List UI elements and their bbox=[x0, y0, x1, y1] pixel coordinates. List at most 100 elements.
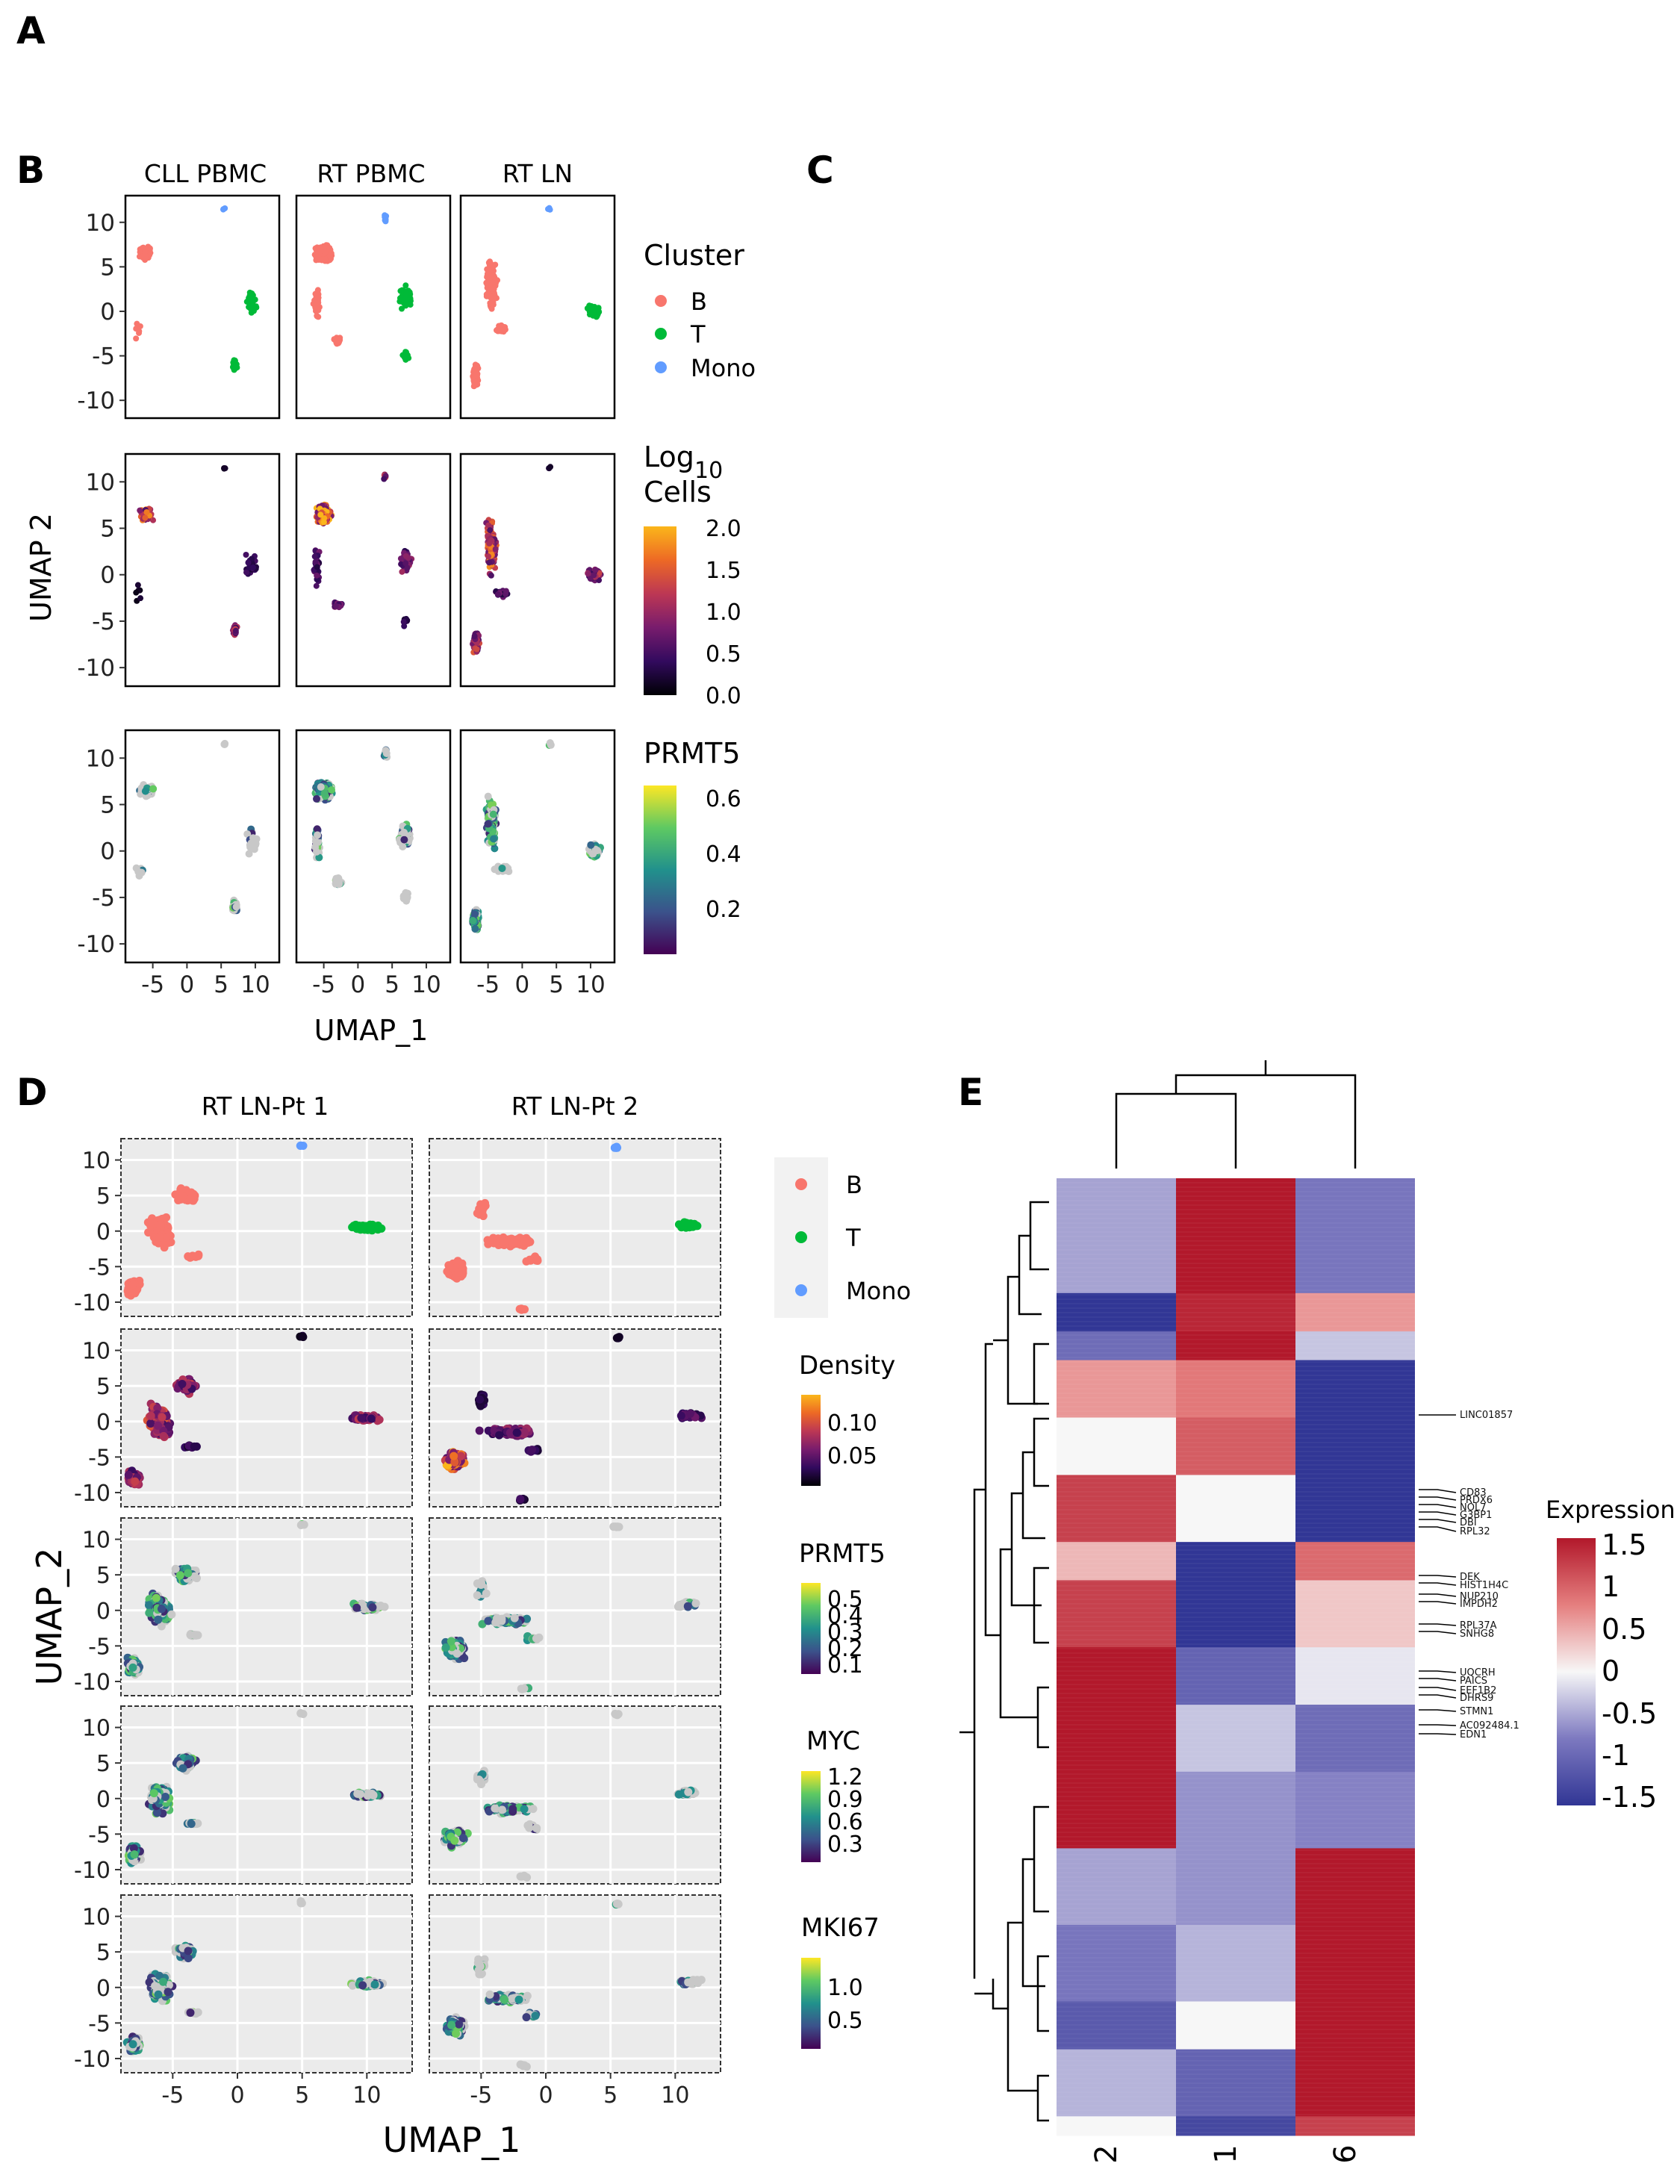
heatmap-cell bbox=[1295, 1647, 1415, 1705]
d-legend-swatch-mono bbox=[795, 1284, 807, 1296]
cell-point bbox=[397, 556, 404, 562]
gene-leader-line bbox=[1419, 1724, 1457, 1726]
density-legend-title-sub: 10 bbox=[694, 458, 723, 484]
cell-point bbox=[314, 312, 320, 319]
gene-leader-line bbox=[1419, 1687, 1457, 1691]
heatmap-cell bbox=[1176, 2116, 1295, 2136]
cell-point bbox=[328, 785, 336, 794]
panel-d-facet-r2-c1 bbox=[415, 1517, 721, 1696]
gene-label: SNHG8 bbox=[1460, 1628, 1494, 1640]
cell-point bbox=[402, 349, 409, 355]
cell-point bbox=[311, 553, 318, 560]
heatmap-cell bbox=[1176, 1417, 1295, 1475]
y-tick-label: 5 bbox=[96, 1563, 111, 1589]
panel-b-prmt5-legend: PRMT5 0.6 0.4 0.2 bbox=[644, 737, 741, 954]
cell-point bbox=[399, 296, 406, 302]
cell-point bbox=[487, 527, 494, 534]
cell-point bbox=[512, 1428, 521, 1437]
cell-point bbox=[158, 1413, 167, 1422]
cell-point bbox=[402, 553, 409, 559]
cell-point bbox=[232, 903, 240, 911]
cell-point bbox=[402, 282, 409, 289]
prmt5-tick-1: 0.4 bbox=[706, 841, 741, 868]
cell-point bbox=[142, 514, 149, 521]
d-mki67-colorbar bbox=[801, 1958, 821, 2049]
heatmap-cell bbox=[1295, 1178, 1415, 1294]
gene-leader-line bbox=[1419, 1694, 1457, 1699]
heatmap-cell bbox=[1295, 1360, 1415, 1418]
cell-point bbox=[317, 248, 323, 255]
heatmap-dendrograms bbox=[959, 1060, 1357, 2122]
column-dendrogram bbox=[1175, 1074, 1357, 1169]
cell-point bbox=[491, 279, 498, 285]
d-prmt5-tick-2: 0.3 bbox=[827, 1620, 863, 1646]
y-tick-label: -5 bbox=[88, 1445, 111, 1471]
density-tick-3: 0.5 bbox=[706, 641, 741, 668]
facet-label-rt-pbmc: RT PBMC bbox=[317, 159, 425, 188]
d-prmt5-title: PRMT5 bbox=[799, 1539, 886, 1569]
cell-point bbox=[188, 1196, 197, 1205]
heatmap-cell bbox=[1057, 1360, 1176, 1418]
cell-point bbox=[335, 874, 343, 883]
heatmap-cell bbox=[1057, 1542, 1176, 1581]
cell-point bbox=[614, 1333, 623, 1342]
cell-point bbox=[326, 252, 333, 258]
cell-point bbox=[397, 287, 404, 294]
scatter-points bbox=[470, 205, 603, 390]
panel-letter-d: D bbox=[16, 1071, 48, 1114]
cell-point bbox=[488, 275, 494, 281]
heatmap-cell bbox=[1176, 1647, 1295, 1705]
d-myc-colorbar bbox=[801, 1771, 821, 1862]
gene-label: EEF1B2 bbox=[1460, 1685, 1496, 1696]
y-tick-label: 0 bbox=[96, 1410, 111, 1436]
heatmap-cell bbox=[1057, 1848, 1176, 1926]
cell-point bbox=[142, 255, 149, 261]
x-tick-label: -5 bbox=[476, 971, 500, 998]
d-legend-swatch-b bbox=[795, 1178, 807, 1190]
cell-point bbox=[175, 1571, 184, 1580]
column-dendrogram bbox=[1115, 1092, 1237, 1169]
cell-point bbox=[587, 841, 595, 849]
y-tick-label: -10 bbox=[74, 1481, 111, 1507]
heatmap-cell bbox=[1176, 2001, 1295, 2050]
gene-label: DEK bbox=[1460, 1572, 1480, 1583]
row-dendrogram bbox=[992, 1979, 1008, 2010]
cell-point bbox=[495, 1431, 504, 1440]
cell-point bbox=[400, 618, 407, 625]
panel-background bbox=[429, 1328, 721, 1508]
gene-label: UQCRH bbox=[1460, 1667, 1496, 1679]
cell-point bbox=[167, 1610, 176, 1619]
cell-point bbox=[243, 299, 250, 305]
expr-tick-2: 0.5 bbox=[1602, 1613, 1646, 1646]
x-tick-label: 10 bbox=[576, 971, 605, 998]
gene-label: NUP210 bbox=[1460, 1591, 1499, 1602]
expr-tick-3: 0 bbox=[1602, 1655, 1620, 1687]
gene-leader-line bbox=[1419, 1593, 1457, 1597]
x-tick-label: -5 bbox=[141, 971, 164, 998]
gene-leader-line bbox=[1419, 1601, 1457, 1605]
d-density-tick-1: 0.05 bbox=[827, 1443, 877, 1469]
cell-point bbox=[381, 476, 388, 482]
cell-point bbox=[250, 298, 257, 305]
d-prmt5-tick-0: 0.5 bbox=[827, 1587, 863, 1613]
density-tick-0: 2.0 bbox=[706, 516, 741, 542]
y-tick-label: 10 bbox=[86, 210, 115, 237]
cell-point bbox=[178, 1380, 187, 1389]
cell-point bbox=[403, 291, 410, 298]
cell-point bbox=[222, 465, 228, 472]
cell-point bbox=[367, 1414, 376, 1423]
panel-b-facet-r0-c1 bbox=[295, 194, 452, 420]
panel-letter-e: E bbox=[958, 1071, 983, 1114]
cell-point bbox=[137, 507, 143, 514]
heatmap-cell bbox=[1176, 1475, 1295, 1543]
panel-b-density-legend: Log 10 Cells 2.0 1.5 1.0 0.5 0.0 bbox=[644, 441, 741, 709]
heatmap-cell bbox=[1295, 2116, 1415, 2136]
scatter-points bbox=[133, 205, 260, 373]
y-tick-label: 10 bbox=[86, 469, 115, 496]
expr-tick-1: 1 bbox=[1602, 1570, 1620, 1603]
cell-point bbox=[146, 1411, 155, 1420]
cell-point bbox=[520, 1428, 529, 1437]
row-dendrogram bbox=[1033, 1805, 1049, 1913]
